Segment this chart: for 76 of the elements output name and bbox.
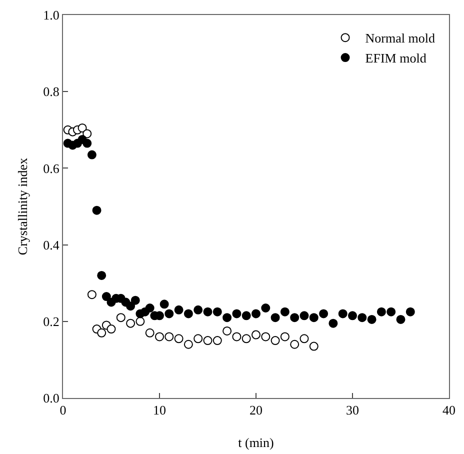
point <box>194 334 203 344</box>
point <box>300 311 309 320</box>
point <box>348 311 357 320</box>
point <box>396 314 406 324</box>
point <box>367 314 376 324</box>
point <box>252 330 260 340</box>
point <box>130 296 140 305</box>
point <box>87 290 96 300</box>
point <box>280 307 290 316</box>
point <box>261 304 270 312</box>
point <box>222 326 232 336</box>
point <box>319 309 328 318</box>
point <box>280 332 290 342</box>
legend-label: Normal mold <box>365 30 436 46</box>
y-tick-label: 1.0 <box>43 8 60 23</box>
point <box>145 328 154 338</box>
point <box>261 332 270 342</box>
point <box>290 313 300 322</box>
point <box>145 304 154 312</box>
point <box>252 309 260 318</box>
point <box>203 336 212 346</box>
point <box>300 334 309 344</box>
point <box>102 292 111 302</box>
x-tick-label: 20 <box>250 402 262 418</box>
x-tick-label: 40 <box>442 402 456 418</box>
y-tick-label: 0.6 <box>43 160 60 176</box>
point <box>106 324 116 334</box>
y-tick-label: 0.0 <box>43 390 60 406</box>
x-tick-label: 10 <box>153 402 166 418</box>
point <box>242 311 251 320</box>
point <box>82 129 92 138</box>
point <box>92 206 102 215</box>
point <box>174 334 184 344</box>
point <box>328 318 338 328</box>
point <box>174 305 184 314</box>
x-axis-title: t (min) <box>238 435 274 450</box>
point <box>136 316 145 326</box>
point <box>222 313 232 322</box>
point <box>164 309 174 318</box>
point <box>212 307 222 316</box>
point <box>184 309 193 318</box>
x-tick-label: 0 <box>60 402 66 418</box>
point <box>155 332 164 342</box>
point <box>203 307 212 316</box>
point <box>116 313 126 322</box>
point <box>78 123 87 132</box>
point <box>164 332 174 342</box>
y-axis-title: Crystallinity index <box>15 157 30 256</box>
y-tick-label: 0.8 <box>43 84 60 100</box>
y-tick-label: 0.4 <box>43 237 60 252</box>
point <box>358 313 367 322</box>
point <box>87 150 96 160</box>
point <box>232 332 242 342</box>
point <box>160 300 169 309</box>
point <box>212 336 222 346</box>
point <box>232 309 242 318</box>
point <box>270 313 280 322</box>
point <box>309 313 318 322</box>
point <box>82 138 92 148</box>
point <box>242 334 251 344</box>
point <box>184 340 193 349</box>
point <box>194 305 203 314</box>
point <box>309 342 318 351</box>
point <box>126 318 136 328</box>
y-tick-label: 0.2 <box>43 314 60 329</box>
point <box>97 328 106 338</box>
point <box>406 307 415 316</box>
x-tick-label: 30 <box>346 402 359 418</box>
point <box>270 336 280 346</box>
point <box>290 340 300 349</box>
point <box>386 307 396 316</box>
point <box>126 302 136 311</box>
point <box>97 270 106 280</box>
legend-label: EFIM mold <box>365 50 427 66</box>
point <box>376 307 386 316</box>
point <box>338 309 348 318</box>
